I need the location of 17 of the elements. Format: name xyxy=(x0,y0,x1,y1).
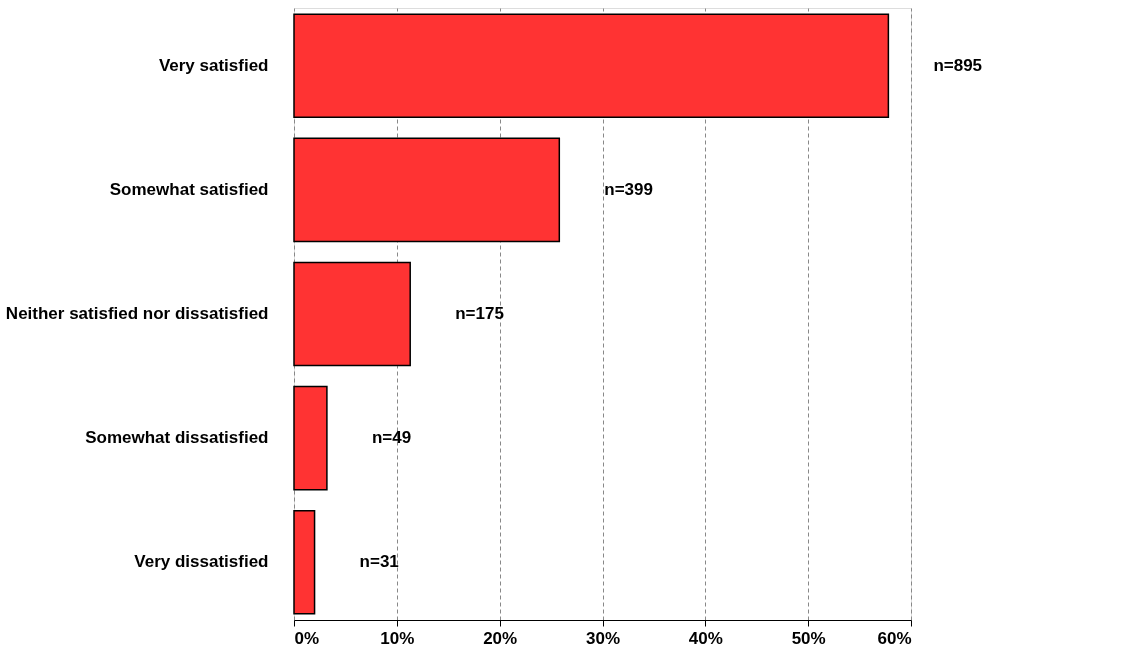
x-tick-label: 60% xyxy=(877,628,912,648)
y-tick-label: Somewhat dissatisfied xyxy=(85,428,269,448)
x-tick-label: 20% xyxy=(483,628,518,648)
x-tick-label: 40% xyxy=(688,628,723,648)
annotation: n=49 xyxy=(371,428,412,448)
annotation: n=895 xyxy=(933,55,983,75)
y-tick-label: Very satisfied xyxy=(158,55,269,75)
x-tick-label: 0% xyxy=(294,628,320,648)
y-tick-label: Somewhat satisfied xyxy=(109,179,269,199)
annotation: n=399 xyxy=(604,179,653,199)
x-tick-label: 10% xyxy=(380,628,415,648)
y-tick-label: Very dissatisfied xyxy=(134,552,269,572)
annotation: n=31 xyxy=(359,552,399,572)
x-tick-label: 30% xyxy=(585,628,621,648)
annotation: n=175 xyxy=(455,304,504,323)
y-tick-label: Neither satisfied nor dissatisfied xyxy=(5,304,269,323)
x-tick-label: 50% xyxy=(791,628,826,648)
